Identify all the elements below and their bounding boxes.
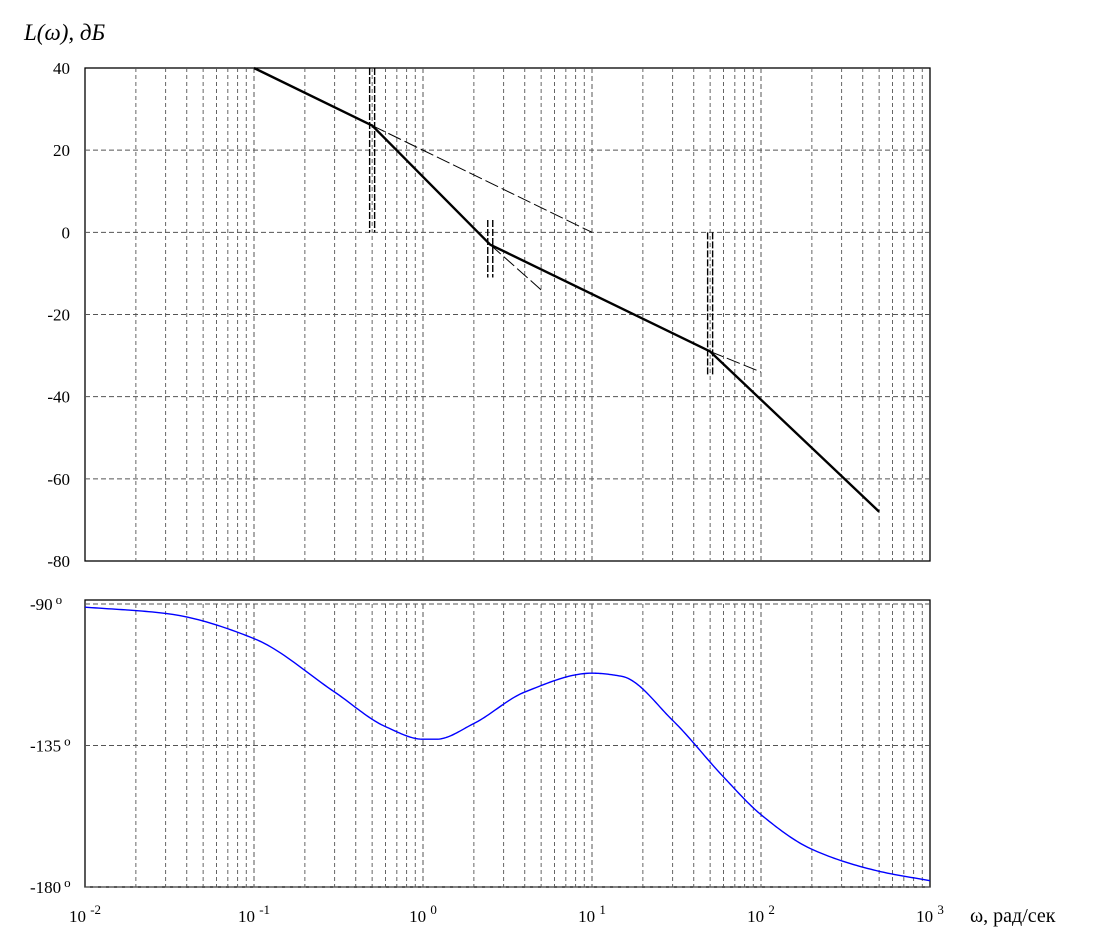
x-tick-label: 10 -1 (238, 902, 270, 926)
magnitude-asymptote-line (709, 351, 762, 373)
magnitude-asymptote-line (489, 244, 542, 291)
magnitude-corner-markers (368, 68, 714, 377)
x-tick-label: 10 0 (409, 902, 437, 926)
phase-xlabel: ω, рад/сек (970, 905, 1056, 927)
magnitude-y-tick-label: -60 (47, 470, 70, 489)
magnitude-asymptotes (371, 125, 762, 373)
phase-series (84, 606, 931, 882)
magnitude-y-tick-label: 0 (62, 223, 71, 242)
magnitude-series-line (253, 66, 880, 513)
magnitude-ylabel-text: L(ω), дБ (23, 20, 105, 45)
magnitude-y-ticks: 40 20 0 -20 -40 -60 -80 (47, 59, 70, 571)
phase-plot: -90 o-135 o-180 o 10 -2 10 -1 10 0 10 1 10 2 10 … (30, 592, 1056, 927)
phase-y-tick-label: -135 o (30, 734, 71, 756)
x-tick-label: 10 -2 (69, 902, 101, 926)
magnitude-plot-frame (84, 67, 931, 562)
x-tick-label: 10 3 (916, 902, 944, 926)
magnitude-y-tick-label: 20 (53, 141, 70, 160)
x-tick-label: 10 2 (747, 902, 775, 926)
magnitude-grid (85, 68, 930, 561)
magnitude-y-tick-label: -20 (47, 306, 70, 325)
x-tick-label: 10 1 (578, 902, 606, 926)
magnitude-y-tick-label: 40 (53, 59, 70, 78)
phase-series-line (84, 606, 931, 882)
magnitude-y-tick-label: -40 (47, 388, 70, 407)
magnitude-plot: 40 20 0 -20 -40 -60 -80 L(ω), дБ (23, 20, 931, 571)
phase-grid (85, 603, 930, 888)
magnitude-asymptote-line (371, 125, 593, 233)
phase-y-tick-label: -90 o (30, 592, 62, 614)
phase-y-ticks: -90 o -135 o -180 o (30, 592, 71, 897)
magnitude-series (253, 66, 880, 513)
magnitude-ylabel: L(ω), дБ (23, 20, 105, 45)
phase-x-ticks: 10 -2 10 -1 10 0 10 1 10 2 10 3 (69, 902, 944, 926)
phase-y-tick-label: -180 o (30, 875, 71, 897)
phase-plot-frame (84, 599, 931, 888)
magnitude-y-tick-label: -80 (47, 552, 70, 571)
